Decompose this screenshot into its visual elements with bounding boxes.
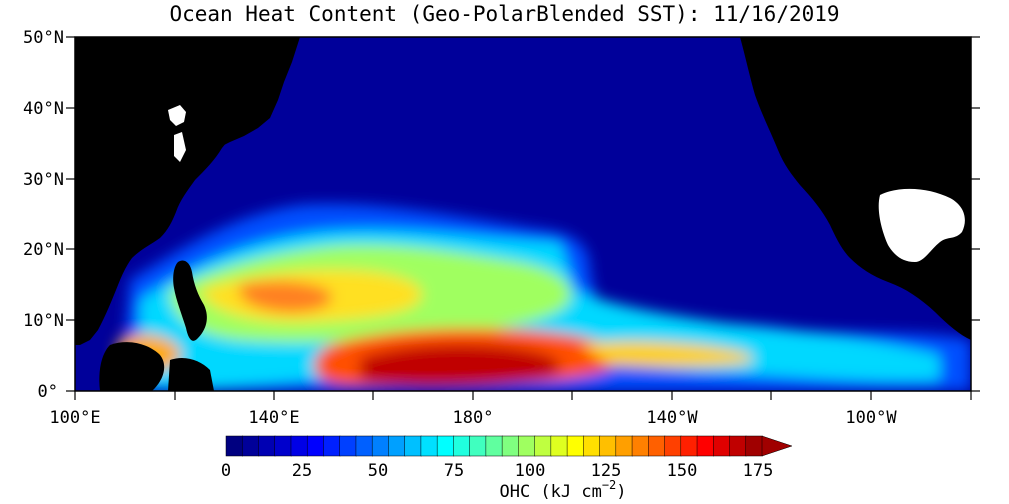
cbar-tick-50: 50: [368, 461, 388, 481]
land-mask-japan-coast: [168, 105, 186, 126]
colorbar-swatch: [453, 435, 471, 457]
colorbar-ticks: 0 25 50 75 100 125 150 175: [221, 461, 773, 481]
colorbar-swatch: [745, 435, 763, 457]
colorbar-swatch: [420, 435, 438, 457]
colorbar-swatch: [258, 435, 276, 457]
colorbar-swatch: [339, 435, 357, 457]
cbar-tick-25: 25: [292, 461, 312, 481]
colorbar-swatch: [355, 435, 373, 457]
lat-ticks: [66, 36, 980, 392]
land-new-guinea: [168, 358, 214, 391]
colorbar-swatch: [648, 435, 666, 457]
lat-label-0: 0°: [38, 382, 58, 402]
lon-label-180: 180°: [453, 408, 494, 428]
lat-label-10n: 10°N: [23, 311, 64, 331]
lat-label-20n: 20°N: [23, 240, 64, 260]
colorbar-swatch: [680, 435, 698, 457]
cbar-tick-100: 100: [515, 461, 546, 481]
lon-ticks: [74, 391, 972, 400]
lat-label-40n: 40°N: [23, 99, 64, 119]
colorbar-swatch: [518, 435, 536, 457]
colorbar-swatch: [290, 435, 308, 457]
colorbar-swatch: [485, 435, 503, 457]
lon-labels: 100°E 140°E 180° 140°W 100°W: [49, 408, 897, 428]
colorbar-swatch: [696, 435, 715, 457]
colorbar-swatch: [306, 435, 325, 457]
colorbar-swatch: [436, 435, 455, 457]
map-plot-area: [75, 37, 971, 391]
map-title: Ocean Heat Content (Geo-PolarBlended SST…: [169, 2, 840, 26]
heat-field: [116, 204, 971, 391]
cbar-tick-125: 125: [591, 461, 622, 481]
land-mask-yellow-sea: [174, 132, 186, 162]
colorbar-swatch: [583, 435, 601, 457]
colorbar-swatch: [404, 435, 422, 457]
cbar-tick-175: 175: [743, 461, 774, 481]
colorbar-swatch: [371, 435, 390, 457]
land-north-america: [740, 37, 971, 340]
land-gulf-mask: [878, 188, 965, 262]
colorbar-swatch: [501, 435, 520, 457]
colorbar-swatch: [729, 435, 747, 457]
lat-label-30n: 30°N: [23, 170, 64, 190]
colorbar-swatch: [534, 435, 552, 457]
land-asia: [75, 37, 300, 345]
lat-labels: 50°N 40°N 30°N 20°N 10°N 0°: [23, 28, 64, 402]
colorbar-swatch: [225, 435, 243, 457]
map-frame: [74, 36, 972, 392]
colorbar-swatch: [631, 435, 650, 457]
land-philippines: [173, 260, 207, 341]
colorbar-swatch: [388, 435, 406, 457]
cbar-tick-75: 75: [444, 461, 464, 481]
colorbar-label: OHC (kJ cm−2): [499, 478, 626, 502]
cbar-tick-150: 150: [667, 461, 698, 481]
colorbar-overflow-arrow: [761, 435, 793, 457]
lon-label-140w: 140°W: [646, 408, 698, 428]
colorbar-swatch: [323, 435, 341, 457]
colorbar-swatch: [566, 435, 585, 457]
lon-label-100e: 100°E: [49, 408, 100, 428]
colorbar-swatch: [599, 435, 617, 457]
cbar-tick-0: 0: [221, 461, 231, 481]
colorbar-swatch: [664, 435, 682, 457]
colorbar-swatch: [274, 435, 292, 457]
lon-label-140e: 140°E: [248, 408, 299, 428]
lat-label-50n: 50°N: [23, 28, 64, 48]
colorbar-swatch: [713, 435, 731, 457]
colorbar: [225, 435, 793, 457]
land-japan: [202, 37, 300, 158]
colorbar-swatch: [241, 435, 260, 457]
land-borneo: [99, 342, 165, 391]
colorbar-swatch: [615, 435, 633, 457]
colorbar-swatch: [550, 435, 568, 457]
lon-label-100w: 100°W: [845, 408, 897, 428]
colorbar-swatch: [469, 435, 487, 457]
